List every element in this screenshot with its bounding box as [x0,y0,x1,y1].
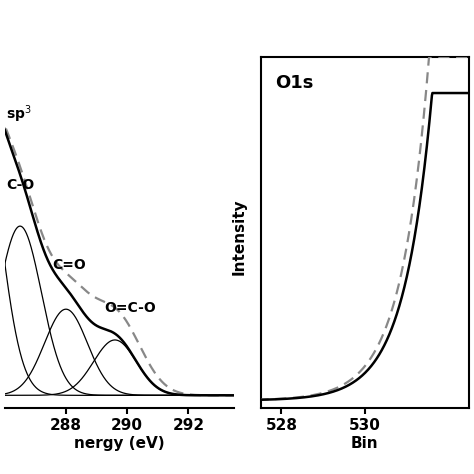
Text: Intensity: Intensity [232,199,247,275]
Text: C-O: C-O [6,178,35,192]
Text: sp$^3$: sp$^3$ [6,103,32,125]
Text: C=O: C=O [52,258,86,272]
Text: O=C-O: O=C-O [104,301,156,315]
X-axis label: nergy (eV): nergy (eV) [74,436,165,451]
Text: O1s: O1s [275,74,314,92]
X-axis label: Bin: Bin [351,436,379,451]
